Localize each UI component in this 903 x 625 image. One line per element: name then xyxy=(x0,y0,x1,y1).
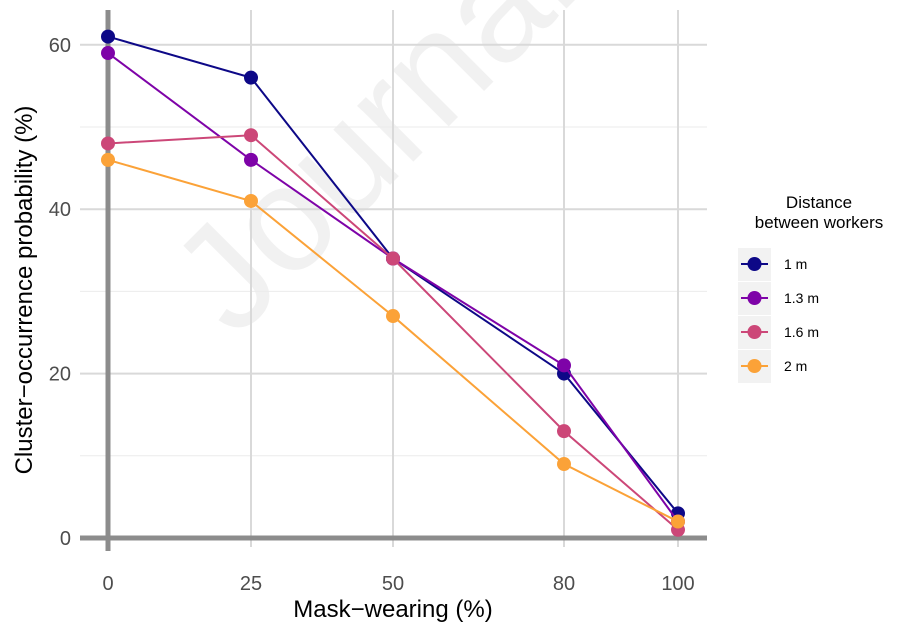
x-axis-title: Mask−wearing (%) xyxy=(293,596,492,623)
data-point xyxy=(244,128,258,143)
legend-key-point xyxy=(747,359,762,373)
y-axis-title: Cluster−occurrence probability (%) xyxy=(11,106,38,475)
watermark-text: Journal xyxy=(139,0,606,363)
data-point xyxy=(101,29,115,44)
x-tick-label: 100 xyxy=(661,573,694,595)
data-point xyxy=(557,457,571,472)
y-tick-label: 20 xyxy=(49,364,71,386)
data-point xyxy=(101,136,115,151)
x-tick-label: 80 xyxy=(553,573,575,595)
data-point xyxy=(557,424,571,439)
data-point xyxy=(386,309,400,324)
legend-label: 1.6 m xyxy=(784,324,819,340)
legend-label: 1.3 m xyxy=(784,290,819,306)
data-point xyxy=(244,70,258,85)
y-tick-label: 40 xyxy=(49,199,71,221)
x-tick-label: 25 xyxy=(240,573,262,595)
legend-item: 1 m xyxy=(738,248,807,281)
series-group xyxy=(101,29,685,537)
x-tick-label: 0 xyxy=(102,573,113,595)
y-tick-label: 60 xyxy=(49,35,71,57)
axes xyxy=(80,10,707,551)
data-point xyxy=(101,46,115,61)
y-tick-label: 0 xyxy=(60,528,71,550)
legend-title: between workers xyxy=(755,213,884,232)
data-point xyxy=(671,514,685,529)
data-point xyxy=(101,152,115,167)
legend-title: Distance xyxy=(786,193,852,212)
legend-label: 1 m xyxy=(784,256,807,272)
legend-item: 1.3 m xyxy=(738,282,819,315)
data-point xyxy=(386,251,400,266)
data-point xyxy=(557,358,571,373)
tick-labels: 0 25 50 80 100 0 20 40 60 xyxy=(49,35,695,595)
legend-key-point xyxy=(747,257,762,271)
legend-item: 2 m xyxy=(738,350,807,383)
legend-label: 2 m xyxy=(784,358,807,374)
legend-key-point xyxy=(747,291,762,305)
series-2m xyxy=(101,152,685,529)
legend-item: 1.6 m xyxy=(738,316,819,349)
legend-key-point xyxy=(747,325,762,339)
data-point xyxy=(244,193,258,208)
data-point xyxy=(244,152,258,167)
x-tick-label: 50 xyxy=(382,573,404,595)
